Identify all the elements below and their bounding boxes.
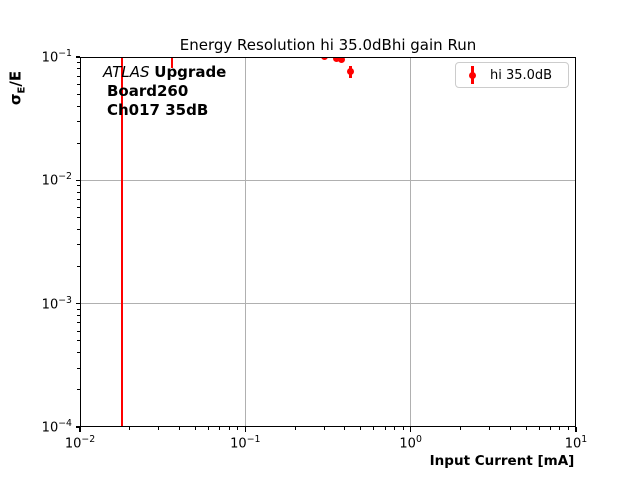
- y-tick-minor: [77, 367, 80, 369]
- x-tick-minor: [509, 427, 511, 430]
- y-tick-minor: [77, 216, 80, 218]
- errorbar-segment: [120, 57, 124, 427]
- y-tick-minor: [77, 308, 80, 310]
- y-tick-minor: [77, 352, 80, 354]
- y-tick-minor: [77, 330, 80, 332]
- x-tick-minor: [402, 427, 404, 430]
- y-tick-minor: [77, 105, 80, 107]
- y-tick-minor: [77, 93, 80, 95]
- gridline-horizontal: [80, 303, 576, 305]
- y-axis-label: σE/E: [7, 71, 28, 105]
- data-point: [333, 57, 340, 62]
- gridline-horizontal: [80, 179, 576, 181]
- y-tick-major: [75, 426, 80, 428]
- y-tick-minor: [77, 389, 80, 391]
- plot-area: [80, 57, 576, 427]
- y-tick-label: 10−2: [41, 171, 72, 189]
- y-tick-label: 10−3: [41, 294, 72, 312]
- y-tick-minor: [77, 68, 80, 70]
- annotation-line-3: Ch017 35dB: [107, 101, 209, 119]
- gridline-vertical: [410, 57, 412, 427]
- y-tick-major: [75, 179, 80, 181]
- x-tick-minor: [195, 427, 197, 430]
- y-tick-minor: [77, 244, 80, 246]
- x-tick-minor: [567, 427, 569, 430]
- x-tick-major: [575, 427, 577, 432]
- x-tick-minor: [394, 427, 396, 430]
- y-tick-minor: [77, 340, 80, 342]
- y-tick-minor: [77, 198, 80, 200]
- y-tick-minor: [77, 207, 80, 209]
- y-tick-label: 10−4: [41, 418, 72, 436]
- y-tick-major: [75, 303, 80, 305]
- y-axis-label-base: σ: [6, 93, 25, 106]
- x-tick-minor: [208, 427, 210, 430]
- x-tick-label: 101: [564, 434, 588, 452]
- x-tick-minor: [219, 427, 221, 430]
- y-tick-minor: [77, 228, 80, 230]
- x-tick-label: 10−1: [230, 434, 261, 452]
- x-axis-label: Input Current [mA]: [429, 453, 575, 469]
- data-point: [320, 57, 328, 61]
- plot-annotation: ATLAS Upgrade Board260 Ch017 35dB: [103, 63, 226, 120]
- x-tick-minor: [228, 427, 230, 430]
- x-tick-minor: [360, 427, 362, 430]
- x-tick-minor: [559, 427, 561, 430]
- x-tick-major: [79, 427, 81, 432]
- x-tick-label: 100: [399, 434, 422, 452]
- y-tick-minor: [77, 315, 80, 317]
- annotation-line-2: Board260: [107, 82, 189, 100]
- y-tick-minor: [77, 83, 80, 85]
- y-tick-minor: [77, 322, 80, 324]
- x-tick-minor: [158, 427, 160, 430]
- y-tick-minor: [77, 266, 80, 268]
- data-point: [338, 57, 346, 64]
- x-tick-minor: [344, 427, 346, 430]
- annotation-atlas: ATLAS: [103, 63, 150, 81]
- annotation-line-1: ATLAS Upgrade: [103, 63, 226, 82]
- y-tick-minor: [77, 62, 80, 64]
- chart-title: Energy Resolution hi 35.0dBhi gain Run: [179, 36, 477, 54]
- y-tick-label: 10−1: [41, 48, 72, 66]
- x-tick-minor: [294, 427, 296, 430]
- y-tick-minor: [77, 75, 80, 77]
- y-axis-label-sub: E: [16, 86, 28, 94]
- x-tick-label: 10−2: [64, 434, 96, 452]
- x-tick-major: [244, 427, 246, 432]
- errorbar-segment: [170, 57, 174, 68]
- gridline-vertical: [244, 57, 246, 427]
- y-tick-minor: [77, 142, 80, 144]
- annotation-upgrade: Upgrade: [154, 63, 227, 81]
- x-tick-minor: [323, 427, 325, 430]
- y-axis-label-rest: /E: [6, 70, 25, 87]
- x-tick-minor: [237, 427, 239, 430]
- x-tick-minor: [179, 427, 181, 430]
- legend: hi 35.0dB: [455, 62, 569, 88]
- y-tick-minor: [77, 120, 80, 122]
- x-tick-minor: [373, 427, 375, 430]
- y-tick-major: [75, 56, 80, 58]
- x-tick-major: [410, 427, 412, 432]
- x-tick-minor: [525, 427, 527, 430]
- legend-entry-label: hi 35.0dB: [490, 67, 553, 83]
- x-tick-minor: [129, 427, 131, 430]
- x-tick-minor: [384, 427, 386, 430]
- errorbar-marker-icon: [468, 65, 477, 85]
- y-tick-minor: [77, 191, 80, 193]
- y-tick-minor: [77, 185, 80, 187]
- x-tick-minor: [489, 427, 491, 430]
- x-tick-minor: [459, 427, 461, 430]
- data-point: [346, 67, 354, 75]
- x-tick-minor: [549, 427, 551, 430]
- x-tick-minor: [538, 427, 540, 430]
